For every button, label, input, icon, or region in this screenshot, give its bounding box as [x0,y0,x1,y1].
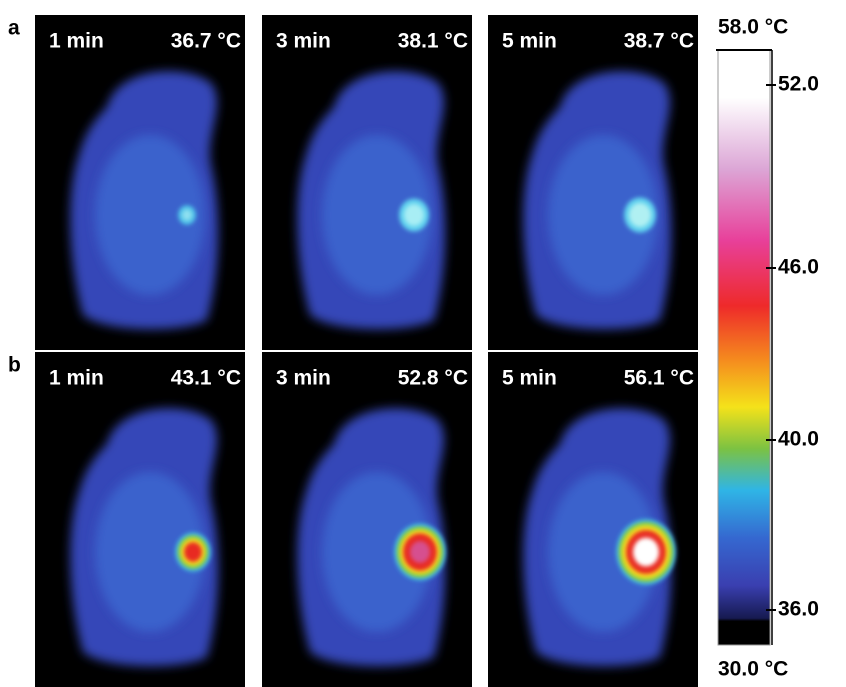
time-label: 3 min [276,30,331,53]
row-label: b [8,354,21,377]
time-label: 1 min [49,367,104,390]
temperature-label: 56.1 °C [624,367,694,390]
colorbar: 58.0 °C 30.0 °C [716,16,788,681]
time-label: 5 min [502,30,557,53]
hot-spot [629,203,651,227]
hot-spot [182,210,192,221]
colorbar-gradient [718,50,770,645]
colorbar-max: 58.0 °C [718,16,788,39]
time-label: 1 min [49,30,104,53]
hot-spot [410,541,430,563]
temperature-label: 38.1 °C [398,30,468,53]
hot-spot [404,204,424,226]
thermal-panel: 3 min 52.8 °C [262,352,472,687]
temperature-label: 38.7 °C [624,30,694,53]
time-label: 5 min [502,367,557,390]
thermal-panel: 1 min 36.7 °C [35,15,245,350]
colorbar-tick-label: 40.0 [778,428,819,451]
time-label: 3 min [276,367,331,390]
colorbar-tick-label: 46.0 [778,256,819,279]
thermal-panel: 1 min 43.1 °C [35,352,245,687]
colorbar-tick-label: 36.0 [778,598,819,621]
thermal-panel: 3 min 38.1 °C [262,15,472,350]
temperature-label: 36.7 °C [171,30,241,53]
thermal-panel: 5 min 56.1 °C [488,352,698,687]
temperature-label: 52.8 °C [398,367,468,390]
temperature-label: 43.1 °C [171,367,241,390]
figure: 58.0 °C 30.0 °C a 1 min 36.7 °C 3 min 38.1 °… [0,0,846,687]
colorbar-min: 30.0 °C [718,658,788,681]
colorbar-tick-label: 52.0 [778,73,819,96]
hot-spot [633,538,659,567]
row-label: a [8,17,20,40]
thermal-panel: 5 min 38.7 °C [488,15,698,350]
hot-spot [184,542,202,562]
